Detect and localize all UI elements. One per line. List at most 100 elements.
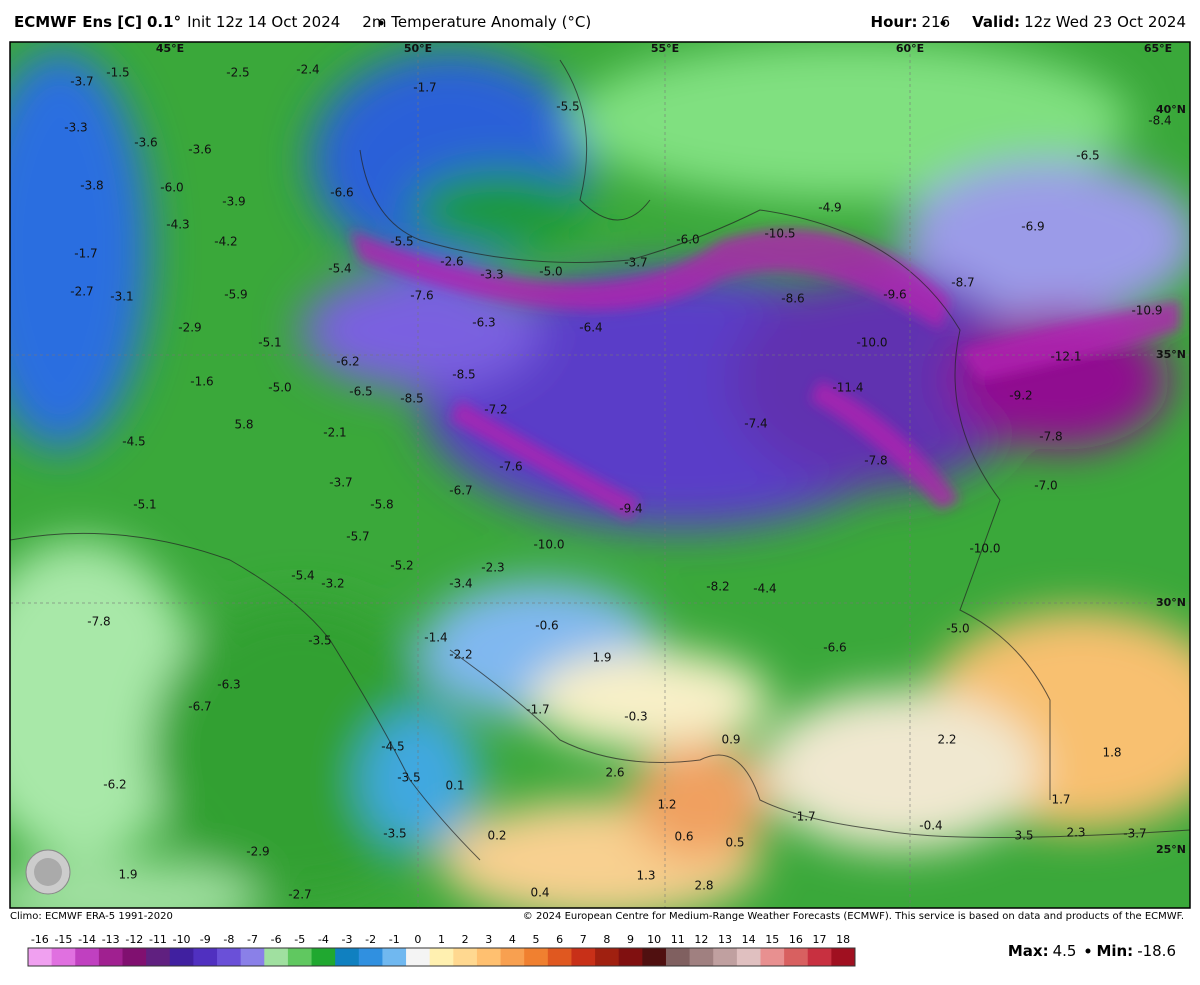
anomaly-label: -6.2 [336,355,359,369]
model-name: ECMWF Ens [C] [14,13,142,31]
longitude-label: 45°E [156,42,184,55]
anomaly-label: -10.5 [764,227,795,241]
anomaly-label: -8.6 [781,292,804,306]
colorbar-tick-label: 5 [533,933,540,946]
max-value: 4.5 [1053,942,1077,960]
color-swatch [382,948,407,966]
colorbar-tick-label: 12 [694,933,708,946]
separator-dot [1085,948,1091,954]
anomaly-label: -3.2 [321,577,344,591]
climo-note: Climo: ECMWF ERA-5 1991-2020 [10,911,173,922]
anomaly-label: -9.6 [883,288,906,302]
longitude-label: 50°E [404,42,432,55]
color-swatch [240,948,265,966]
anomaly-label: 1.7 [1051,793,1070,807]
color-swatch [406,948,431,966]
anomaly-label: -2.1 [323,426,346,440]
anomaly-label: -6.6 [823,641,846,655]
min-label: Min: [1096,942,1133,960]
anomaly-label: 0.2 [487,829,506,843]
colorbar-tick-label: 11 [671,933,685,946]
anomaly-label: -3.7 [624,256,647,270]
anomaly-label: -5.8 [370,498,393,512]
anomaly-label: -3.5 [397,771,420,785]
colorbar-tick-label: 15 [765,933,779,946]
colorbar-tick-label: -16 [31,933,49,946]
color-swatch [311,948,336,966]
longitude-label: 55°E [651,42,679,55]
anomaly-label: -9.4 [619,502,642,516]
colorbar-tick-label: 4 [509,933,516,946]
anomaly-label: -3.1 [110,290,133,304]
header-left: ECMWF Ens [C] 0.1° Init 12z 14 Oct 2024 2m … [14,13,591,31]
map-field: -3.7 -1.5 -2.5 -2.4 -1.7 -5.5 -3.3 -3.6 -3.6 -8.4… [10,42,1190,908]
latitude-label: 25°N [1156,843,1186,856]
color-swatch [547,948,572,966]
anomaly-label: -12.1 [1050,350,1081,364]
anomaly-label: -1.7 [792,810,815,824]
valid-time: 12z Wed 23 Oct 2024 [1024,13,1186,31]
anomaly-label: -1.6 [190,375,213,389]
color-swatch [476,948,502,966]
colorbar-tick-label: -9 [200,933,211,946]
color-swatch [453,948,478,966]
anomaly-label: -4.5 [122,435,145,449]
color-swatch [736,948,761,966]
color-swatch [760,948,785,966]
anomaly-label: -3.7 [70,75,93,89]
anomaly-label: -10.0 [856,336,887,350]
anomaly-label: 0.5 [725,836,744,850]
anomaly-label: -0.3 [624,710,647,724]
anomaly-label: -6.9 [1021,220,1044,234]
header-right: Hour: 216 Valid: 12z Wed 23 Oct 2024 [871,13,1186,31]
anomaly-label: -8.5 [400,392,423,406]
colorbar-tick-label: 17 [813,933,827,946]
max-min: Max: 4.5 Min: -18.6 [1008,942,1176,960]
anomaly-label: -0.4 [919,819,942,833]
anomaly-label: -5.5 [390,235,413,249]
color-swatch [500,948,525,966]
anomaly-label: 2.2 [937,733,956,747]
color-swatch [335,948,360,966]
colorbar-tick-label: 14 [742,933,756,946]
anomaly-label: -1.7 [74,247,97,261]
colorbar-tick-label: 8 [603,933,610,946]
colorbar-tick-label: -10 [173,933,191,946]
colorbar-tick-label: -5 [294,933,305,946]
separator-dot [940,20,946,26]
color-swatch [595,948,620,966]
colorbar-tick-label: 2 [462,933,469,946]
anomaly-label: 3.5 [1014,829,1033,843]
anomaly-label: 0.1 [445,779,464,793]
anomaly-label: -6.0 [676,233,699,247]
color-swatch [217,948,242,966]
anomaly-label: -5.4 [291,569,314,583]
anomaly-label: -6.0 [160,181,183,195]
colorbar-tick-label: 13 [718,933,732,946]
anomaly-label: 5.8 [234,418,253,432]
anomaly-label: -8.4 [1148,114,1171,128]
colorbar-tick-label: -14 [78,933,96,946]
anomaly-label: -5.4 [328,262,351,276]
separator-dot [378,20,384,26]
color-swatch [831,948,856,966]
valid-label: Valid: [972,13,1020,31]
anomaly-label: -5.5 [556,100,579,114]
max-label: Max: [1008,942,1049,960]
anomaly-label: -4.2 [214,235,237,249]
color-swatch [665,948,691,966]
anomaly-label: -7.8 [864,454,887,468]
colorbar-tick-label: 16 [789,933,803,946]
anomaly-label: 1.9 [118,868,137,882]
colorbar-tick-label: -6 [271,933,282,946]
colorbar-tick-label: -2 [365,933,376,946]
anomaly-label: 2.3 [1066,826,1085,840]
anomaly-label: -7.4 [744,417,767,431]
anomaly-label: -3.7 [329,476,352,490]
resolution: 0.1° [147,13,181,31]
anomaly-label: -1.4 [424,631,447,645]
anomaly-label: -4.3 [166,218,189,232]
colorbar-tick-label: 7 [580,933,587,946]
anomaly-label: -3.5 [308,634,331,648]
colorbar-tick-label: -12 [125,933,143,946]
